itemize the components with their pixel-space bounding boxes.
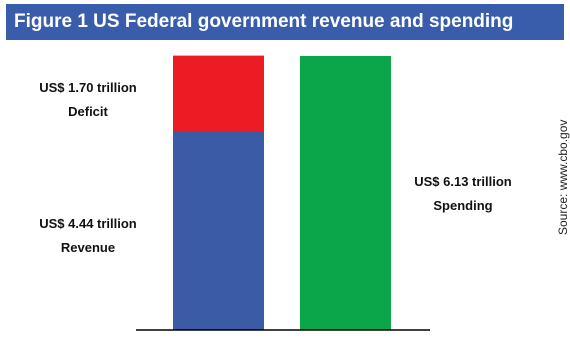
revenue-label: US$ 4.44 trillion Revenue <box>18 212 158 260</box>
deficit-value-label: US$ 1.70 trillion <box>39 80 137 95</box>
bar-segment-deficit <box>173 55 264 132</box>
spending-label: US$ 6.13 trillion Spending <box>388 170 538 218</box>
spending-name-label: Spending <box>433 198 493 213</box>
revenue-name-label: Revenue <box>60 240 116 255</box>
chart-title: Figure 1 US Federal government revenue a… <box>6 4 564 40</box>
deficit-label: US$ 1.70 trillion Deficit <box>18 76 158 124</box>
bar-segment-spending <box>300 56 391 330</box>
revenue-value-label: US$ 4.44 trillion <box>39 216 137 231</box>
source-text: Source: www.cbo.gov <box>556 119 570 235</box>
bar-segment-revenue <box>173 131 264 330</box>
bars-group <box>173 55 391 330</box>
spending-value-label: US$ 6.13 trillion <box>414 174 512 189</box>
deficit-name-label: Deficit <box>68 104 108 119</box>
